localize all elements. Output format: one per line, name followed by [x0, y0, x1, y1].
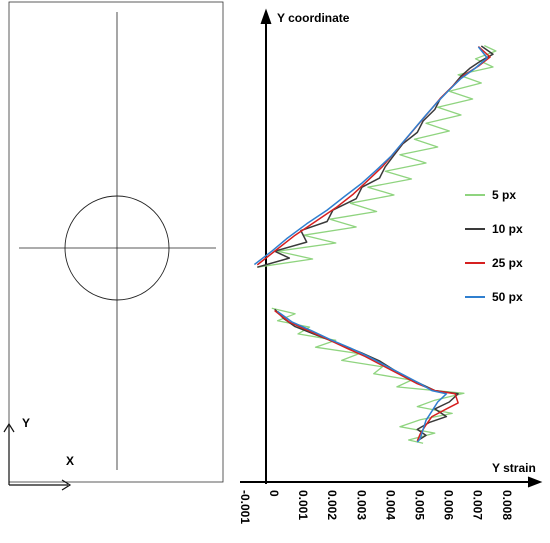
legend-label: 5 px — [492, 188, 516, 202]
y-axis-title: Y coordinate — [277, 11, 350, 25]
legend-label: 50 px — [492, 290, 523, 304]
x-tick-label: 0.006 — [442, 490, 456, 520]
legend-label: 25 px — [492, 256, 523, 270]
series-line-50px-upper — [253, 46, 488, 266]
y-axis: Y coordinate — [260, 8, 350, 484]
x-tick-label: 0.002 — [325, 490, 339, 520]
triad-x-arrowhead-icon — [61, 479, 72, 491]
x-axis: Y strain — [240, 461, 543, 488]
legend: 5 px 10 px 25 px 50 px — [465, 188, 523, 304]
x-tick-label: -0.001 — [238, 490, 252, 524]
x-tick-label: 0.008 — [500, 490, 514, 520]
specimen-outline — [8, 1, 224, 483]
specimen-hole — [64, 195, 170, 301]
y-axis-arrowhead-icon — [260, 8, 272, 25]
x-tick-labels: -0.001 0 0.001 0.002 0.003 0.004 0.005 0.006 0.0… — [238, 490, 514, 524]
x-axis-arrowhead-icon — [527, 476, 543, 488]
series-line-25px-upper — [256, 45, 491, 266]
triad-x-label: X — [66, 454, 74, 468]
x-tick-label: 0.007 — [471, 490, 485, 520]
series-line-10px-upper — [257, 45, 494, 268]
x-tick-label: 0.003 — [354, 490, 368, 520]
triad-y-arrowhead-icon — [3, 422, 15, 433]
legend-label: 10 px — [492, 222, 523, 236]
series-lines — [253, 45, 497, 444]
x-tick-label: 0.005 — [413, 490, 427, 520]
series-line-10px-lower — [274, 308, 459, 442]
x-tick-label: 0.004 — [383, 490, 397, 520]
triad-y-label: Y — [22, 416, 30, 430]
series-line-5px-upper — [257, 45, 497, 268]
series-line-25px-lower — [274, 310, 459, 442]
x-tick-label: 0.001 — [296, 490, 310, 520]
x-axis-title: Y strain — [492, 461, 536, 475]
x-tick-label: 0 — [267, 490, 281, 497]
coordinate-triad: Y X — [3, 416, 74, 491]
series-line-50px-lower — [277, 310, 448, 443]
